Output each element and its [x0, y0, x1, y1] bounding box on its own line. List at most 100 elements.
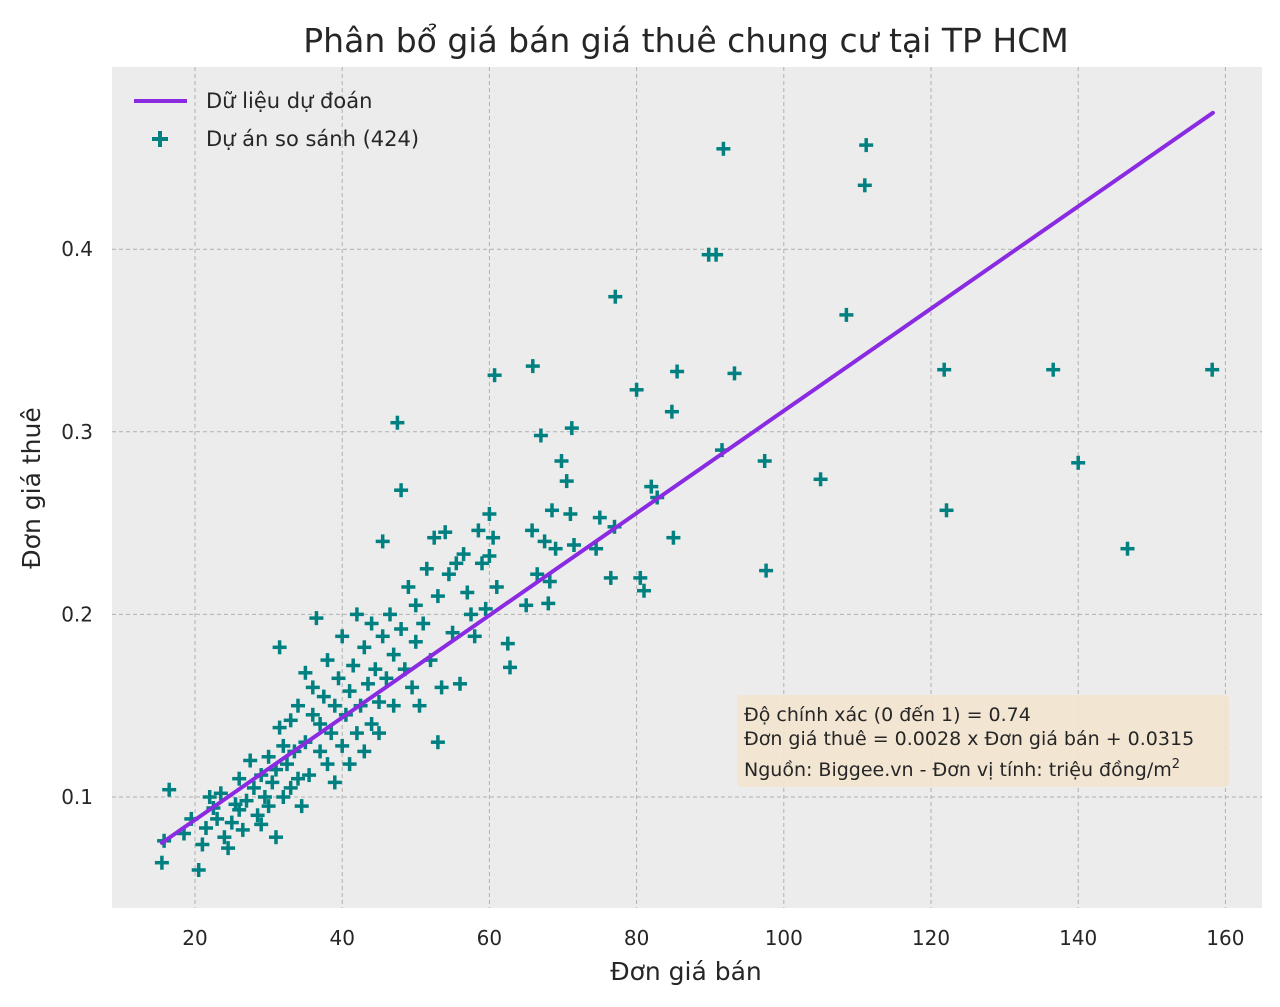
data-point: [254, 817, 269, 832]
x-tick-label: 120: [912, 926, 950, 950]
data-point: [368, 662, 383, 677]
data-point: [412, 698, 427, 713]
data-point: [545, 503, 559, 518]
data-point: [408, 634, 423, 649]
data-point: [394, 483, 409, 498]
data-point: [335, 738, 350, 753]
annotation-box: Độ chính xác (0 đến 1) = 0.74 Đơn giá th…: [737, 695, 1229, 787]
data-point: [453, 676, 467, 691]
chart-title: Phân bổ giá bán giá thuê chung cư tại TP…: [303, 21, 1068, 60]
legend: Dữ liệu dự đoán Dự án so sánh (424): [134, 89, 419, 151]
regression-line: [159, 110, 1215, 845]
data-point: [320, 653, 335, 668]
legend-point-label: Dự án so sánh (424): [206, 127, 419, 151]
data-point: [154, 855, 169, 870]
data-point: [324, 726, 339, 741]
annotation-source-text: Nguồn: Biggee.vn - Đơn vị tính: triệu đồ…: [744, 759, 1172, 781]
data-point: [427, 530, 442, 545]
data-point: [813, 472, 828, 487]
data-point: [434, 680, 449, 695]
data-point: [460, 585, 475, 600]
data-point: [320, 757, 335, 772]
data-point: [327, 775, 342, 790]
data-point: [857, 178, 872, 193]
data-point: [1071, 455, 1086, 470]
data-point: [162, 782, 177, 797]
data-point: [859, 138, 874, 153]
data-point: [589, 541, 604, 556]
y-axis-ticks: 0.1 0.2 0.3 0.4: [61, 237, 93, 809]
data-point: [537, 534, 552, 549]
data-point: [563, 507, 578, 521]
data-point: [372, 695, 386, 709]
data-point: [567, 538, 581, 552]
grid-lines: [112, 67, 1262, 908]
data-point: [357, 744, 372, 759]
data-point: [232, 802, 247, 817]
data-point: [482, 549, 497, 563]
data-point: [464, 607, 478, 622]
x-tick-label: 60: [477, 926, 502, 950]
data-point: [592, 510, 607, 525]
data-point: [283, 780, 298, 795]
data-point: [525, 523, 540, 538]
data-point: [533, 428, 548, 443]
y-tick-label: 0.4: [61, 237, 93, 261]
data-point: [478, 601, 493, 616]
data-point: [313, 717, 328, 731]
data-point: [386, 647, 401, 662]
x-tick-label: 160: [1206, 926, 1244, 950]
data-point: [361, 676, 375, 691]
data-point: [235, 822, 250, 837]
data-point: [633, 570, 648, 585]
data-point: [291, 698, 305, 713]
data-point: [716, 141, 731, 156]
data-point: [261, 799, 276, 814]
data-point: [195, 837, 210, 852]
data-point: [379, 671, 394, 686]
data-point: [191, 863, 206, 877]
annotation-background: [737, 695, 1229, 787]
data-point: [449, 556, 464, 571]
regression-line-group: [159, 110, 1215, 845]
y-tick-label: 0.1: [61, 785, 93, 809]
data-point: [637, 583, 651, 598]
data-point: [503, 660, 517, 675]
data-point: [438, 525, 453, 540]
x-tick-label: 40: [329, 926, 354, 950]
data-point: [394, 622, 409, 636]
data-point: [291, 771, 305, 786]
data-point: [272, 640, 287, 655]
data-point: [313, 744, 328, 759]
data-point: [670, 364, 685, 379]
data-point: [349, 607, 364, 622]
data-point: [243, 753, 258, 768]
data-point: [327, 698, 342, 713]
data-point: [239, 793, 254, 808]
data-point: [629, 382, 644, 397]
data-point: [456, 547, 471, 562]
data-point: [416, 616, 431, 631]
data-point: [530, 567, 545, 582]
x-tick-label: 100: [765, 926, 803, 950]
legend-line-label: Dữ liệu dự đoán: [206, 89, 372, 113]
data-point: [519, 598, 534, 613]
scatter-points: [154, 138, 1220, 877]
data-point: [342, 757, 357, 772]
data-point: [224, 815, 239, 830]
data-point: [559, 474, 574, 489]
legend-point-swatch: [152, 131, 168, 147]
data-point: [375, 629, 390, 644]
x-tick-label: 140: [1059, 926, 1097, 950]
data-point: [305, 707, 320, 722]
data-point: [210, 811, 225, 826]
data-point: [272, 720, 287, 735]
data-point: [489, 580, 504, 594]
data-point: [564, 421, 579, 436]
data-point: [316, 689, 331, 704]
data-point: [346, 658, 361, 673]
data-point: [419, 561, 434, 576]
data-point: [298, 665, 313, 680]
data-point: [541, 596, 556, 611]
